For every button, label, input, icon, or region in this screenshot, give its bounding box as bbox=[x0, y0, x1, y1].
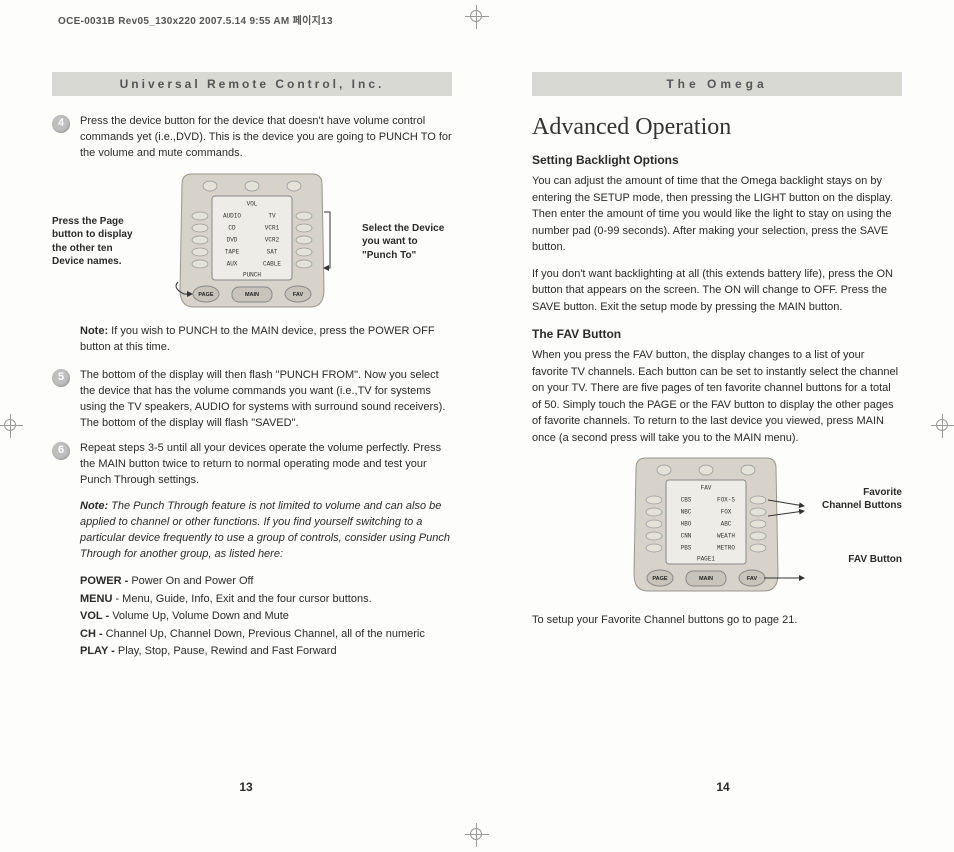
svg-text:SAT: SAT bbox=[267, 248, 278, 255]
svg-text:WEATH: WEATH bbox=[717, 533, 735, 540]
page-header-left: Universal Remote Control, Inc. bbox=[52, 72, 452, 96]
svg-text:CBS: CBS bbox=[681, 497, 692, 504]
svg-text:ABC: ABC bbox=[721, 521, 732, 528]
command-groups-list: POWER - Power On and Power Off MENU - Me… bbox=[80, 573, 452, 661]
fav-setup-ref: To setup your Favorite Channel buttons g… bbox=[532, 612, 902, 629]
remote-device-icon: FAV CBS FOX-S NBC FOX HBO ABC CNN WEATH PBS M… bbox=[606, 456, 806, 596]
svg-text:TV: TV bbox=[268, 212, 276, 219]
svg-text:PAGE: PAGE bbox=[652, 576, 668, 582]
svg-text:MAIN: MAIN bbox=[699, 576, 713, 582]
remote-device-icon: VOL AUDIO TV CD VCR1 DVD VCR2 TAPE SAT AUX CA… bbox=[152, 172, 352, 312]
step-4: 4 Press the device button for the device… bbox=[52, 114, 452, 162]
page-left: Universal Remote Control, Inc. 4 Press t… bbox=[0, 58, 492, 794]
step-5-text: The bottom of the display will then flas… bbox=[80, 369, 445, 429]
svg-text:PAGE1: PAGE1 bbox=[697, 556, 715, 563]
svg-text:VCR2: VCR2 bbox=[265, 236, 280, 243]
crop-mark-icon bbox=[470, 10, 484, 24]
svg-text:PUNCH: PUNCH bbox=[243, 271, 261, 278]
svg-text:FAV: FAV bbox=[747, 576, 758, 582]
remote-figure-left: Press the Page button to display the oth… bbox=[52, 172, 452, 312]
step-6: 6 Repeat steps 3-5 until all your device… bbox=[52, 441, 452, 489]
crop-mark-icon bbox=[470, 828, 484, 842]
page-number-right: 14 bbox=[492, 780, 954, 794]
callout-select-device: Select the Device you want to "Punch To" bbox=[362, 222, 452, 263]
svg-text:CABLE: CABLE bbox=[263, 260, 281, 267]
page-header-right: The Omega bbox=[532, 72, 902, 96]
step-number-icon: 6 bbox=[52, 442, 70, 460]
callout-fav-button: FAV Button bbox=[822, 553, 902, 567]
svg-text:FAV: FAV bbox=[293, 292, 304, 298]
section-title: Advanced Operation bbox=[532, 114, 902, 141]
svg-text:FAV: FAV bbox=[701, 485, 712, 492]
page-number-left: 13 bbox=[0, 780, 492, 794]
callout-favorite-channel: Favorite Channel Buttons bbox=[822, 486, 902, 513]
svg-text:AUX: AUX bbox=[227, 260, 238, 267]
note-label: Note: bbox=[80, 500, 108, 512]
svg-text:MAIN: MAIN bbox=[245, 292, 259, 298]
svg-text:PBS: PBS bbox=[681, 545, 692, 552]
punch-through-note: Note: The Punch Through feature is not l… bbox=[80, 499, 452, 563]
svg-text:FOX-S: FOX-S bbox=[717, 497, 735, 504]
svg-text:VCR1: VCR1 bbox=[265, 224, 280, 231]
step-number-icon: 4 bbox=[52, 115, 70, 133]
svg-text:NBC: NBC bbox=[681, 509, 692, 516]
page-right: The Omega Advanced Operation Setting Bac… bbox=[492, 58, 954, 794]
step-4-text: Press the device button for the device t… bbox=[80, 115, 452, 159]
subhead-fav: The FAV Button bbox=[532, 327, 902, 341]
svg-text:HBO: HBO bbox=[681, 521, 692, 528]
svg-text:PAGE: PAGE bbox=[198, 292, 214, 298]
step-number-icon: 5 bbox=[52, 369, 70, 387]
svg-text:CNN: CNN bbox=[681, 533, 692, 540]
note-label: Note: bbox=[80, 325, 108, 337]
callout-page-button: Press the Page button to display the oth… bbox=[52, 215, 142, 269]
fav-para: When you press the FAV button, the displ… bbox=[532, 347, 902, 446]
svg-text:TAPE: TAPE bbox=[225, 248, 240, 255]
printers-header: OCE-0031B Rev05_130x220 2007.5.14 9:55 A… bbox=[58, 12, 333, 27]
step-5: 5 The bottom of the display will then fl… bbox=[52, 368, 452, 432]
svg-text:METRO: METRO bbox=[717, 545, 735, 552]
backlight-para-1: You can adjust the amount of time that t… bbox=[532, 173, 902, 256]
subhead-backlight: Setting Backlight Options bbox=[532, 153, 902, 167]
svg-text:DVD: DVD bbox=[227, 236, 238, 243]
svg-text:CD: CD bbox=[228, 224, 236, 231]
remote-figure-right: FAV CBS FOX-S NBC FOX HBO ABC CNN WEATH PBS M… bbox=[532, 456, 902, 596]
backlight-para-2: If you don't want backlighting at all (t… bbox=[532, 266, 902, 316]
svg-text:AUDIO: AUDIO bbox=[223, 212, 241, 219]
note-punch-main: Note: If you wish to PUNCH to the MAIN d… bbox=[80, 324, 452, 356]
svg-text:VOL: VOL bbox=[247, 200, 258, 207]
svg-text:FOX: FOX bbox=[721, 509, 732, 516]
step-6-text: Repeat steps 3-5 until all your devices … bbox=[80, 442, 441, 486]
